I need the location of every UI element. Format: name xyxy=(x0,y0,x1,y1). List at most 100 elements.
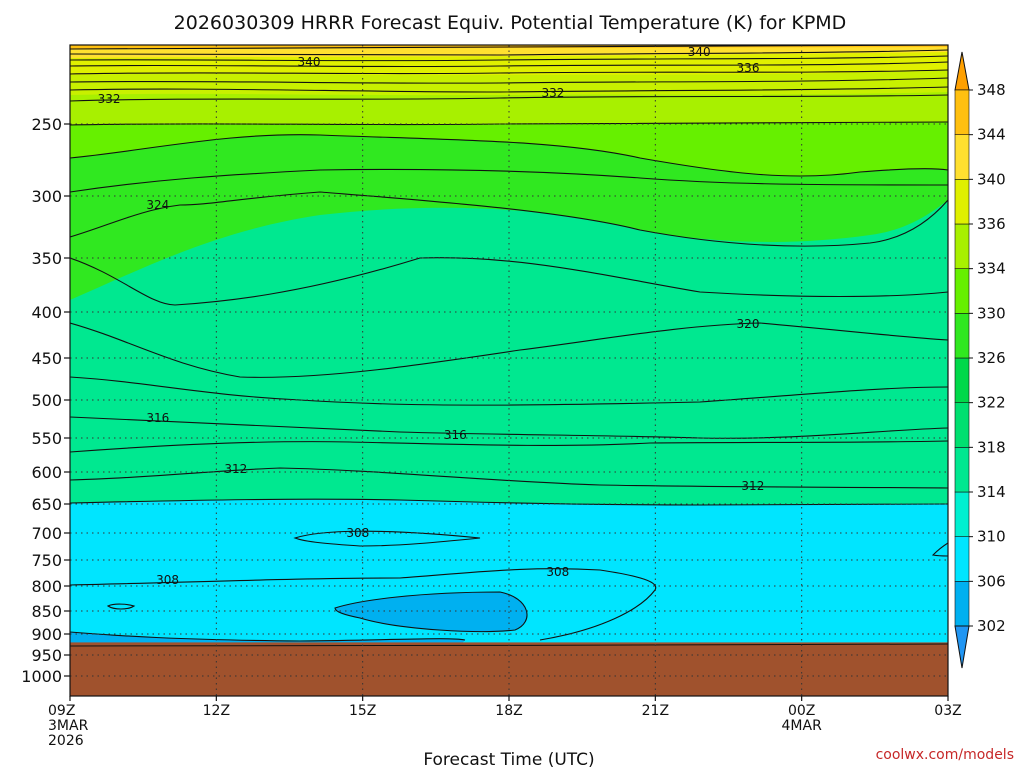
x-tick-label: 4MAR xyxy=(782,718,823,734)
x-tick-label: 18Z xyxy=(495,703,522,719)
contour-label-316: 316 xyxy=(146,411,169,425)
contour-333 xyxy=(70,86,948,93)
contour-338 xyxy=(70,55,948,62)
y-tick-label: 500 xyxy=(31,391,62,410)
contour-336b xyxy=(70,69,948,75)
credit-text: coolwx.com/models xyxy=(876,747,1014,763)
colorbar-label: 306 xyxy=(977,572,1006,590)
band-sky xyxy=(335,592,527,632)
contour-340-top xyxy=(70,45,948,50)
y-tick-label: 300 xyxy=(31,187,62,206)
x-tick-label: 09Z xyxy=(48,703,75,719)
contour-308-right xyxy=(931,542,948,557)
y-tick-label: 350 xyxy=(31,249,62,268)
contour-308-small xyxy=(106,603,136,610)
plot-area xyxy=(70,45,948,696)
colorbar-extend-top xyxy=(954,51,970,91)
contour-320 xyxy=(70,322,948,378)
y-tick-label: 900 xyxy=(31,625,62,644)
contour-label-340: 340 xyxy=(688,45,711,59)
contour-318 xyxy=(70,376,948,406)
colorbar-label: 310 xyxy=(977,528,1006,546)
y-tick-label: 700 xyxy=(31,524,62,543)
colorbar-segment xyxy=(954,223,970,269)
contour-labels: 308 308 308 312 312 316 316 320 324 332 332 336 340 3… xyxy=(98,45,765,587)
gridlines xyxy=(70,45,948,696)
contour-316 xyxy=(70,416,948,439)
y-tick-label: 800 xyxy=(31,577,62,596)
y-tick-label: 850 xyxy=(31,602,62,621)
contour-308-cell xyxy=(293,530,481,547)
colorbar-label: 326 xyxy=(977,349,1006,367)
x-axis-label: Forecast Time (UTC) xyxy=(423,750,594,768)
contour-334 xyxy=(70,77,948,84)
x-tick-label: 3MAR xyxy=(48,718,89,734)
colorbar-segment xyxy=(954,134,970,180)
y-tick-label: 600 xyxy=(31,463,62,482)
x-tick-label: 21Z xyxy=(642,703,669,719)
contour-314 xyxy=(70,440,948,453)
contour-306-cell xyxy=(334,591,528,633)
y-tick-label: 550 xyxy=(31,429,62,448)
contour-label-320: 320 xyxy=(737,317,760,331)
contour-lines xyxy=(70,45,948,642)
y-tick-label: 400 xyxy=(31,303,62,322)
colorbar-label: 334 xyxy=(977,260,1006,278)
y-tick-label: 450 xyxy=(31,349,62,368)
x-tick-label: 00Z xyxy=(788,703,815,719)
chart-title: 2026030309 HRRR Forecast Equiv. Potentia… xyxy=(174,12,847,34)
contour-322 xyxy=(70,257,948,306)
colorbar-segment xyxy=(954,179,970,225)
colorbar-label: 318 xyxy=(977,438,1006,456)
contour-label-332: 332 xyxy=(98,92,121,106)
contour-328 xyxy=(70,134,948,177)
colorbar-segment xyxy=(954,313,970,359)
y-axis: 250 300 350 400 450 500 550 600 650 700 750 800 850 9… xyxy=(21,115,70,686)
contour-326 xyxy=(70,168,948,193)
contour-324 xyxy=(70,191,948,247)
x-tick-label: 2026 xyxy=(48,733,84,749)
contour-label-308: 308 xyxy=(346,526,369,540)
contour-label-308: 308 xyxy=(156,573,179,587)
contour-340 xyxy=(70,49,948,56)
y-tick-label: 950 xyxy=(31,646,62,665)
colorbar-segment xyxy=(954,357,970,403)
x-tick-label: 12Z xyxy=(203,703,230,719)
contour-label-324: 324 xyxy=(146,198,169,212)
contour-label-308: 308 xyxy=(546,565,569,579)
y-tick-label: 250 xyxy=(31,115,62,134)
contour-label-336: 336 xyxy=(737,61,760,75)
contour-label-340: 340 xyxy=(298,55,321,69)
terrain-edge xyxy=(70,643,948,647)
colorbar-segment xyxy=(954,536,970,582)
contour-label-312: 312 xyxy=(741,479,764,493)
contour-label-312: 312 xyxy=(224,462,247,476)
colorbar-segment xyxy=(954,581,970,627)
colorbar-segment xyxy=(954,89,970,135)
x-tick-label: 15Z xyxy=(349,703,376,719)
colorbar-label: 314 xyxy=(977,483,1006,501)
contour-336 xyxy=(70,61,948,68)
colorbar-segment xyxy=(954,447,970,493)
contour-312 xyxy=(70,467,948,489)
colorbar-label: 322 xyxy=(977,394,1006,412)
colorbar-label: 336 xyxy=(977,215,1006,233)
contour-310 xyxy=(70,498,948,506)
contour-306-low xyxy=(70,631,466,642)
y-tick-label: 1000 xyxy=(21,667,62,686)
colorbar-segment xyxy=(954,402,970,448)
x-tick-label: 03Z xyxy=(934,703,961,719)
colorbar-label: 344 xyxy=(977,126,1006,144)
colorbar-label: 302 xyxy=(977,617,1006,635)
colorbar-label: 340 xyxy=(977,170,1006,188)
colorbar: 302 306 310 314 318 322 326 330 334 336 340 344 348 xyxy=(954,51,1006,669)
contour-308-main xyxy=(70,568,657,641)
colorbar-segment xyxy=(954,491,970,537)
colorbar-extend-bottom xyxy=(954,625,970,669)
y-tick-label: 750 xyxy=(31,551,62,570)
contour-label-332: 332 xyxy=(541,86,564,100)
y-tick-label: 650 xyxy=(31,495,62,514)
contour-332 xyxy=(70,94,948,102)
